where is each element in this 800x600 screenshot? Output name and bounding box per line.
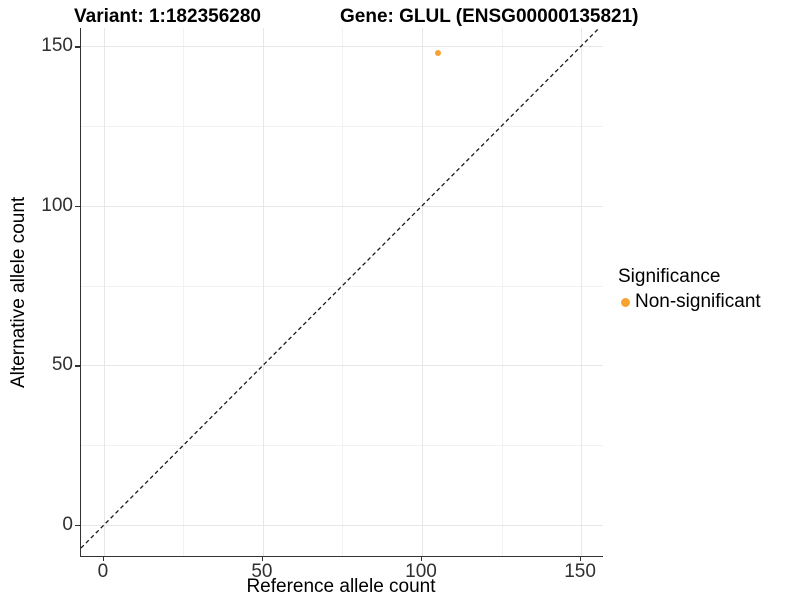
legend-item-label: Non-significant — [635, 291, 761, 312]
gridline-minor-horizontal — [81, 445, 603, 447]
plot-title-gene: Gene: GLUL (ENSG00000135821) — [340, 6, 639, 27]
gridline-major-vertical — [262, 28, 264, 556]
x-tick-label: 50 — [251, 561, 273, 582]
x-tick-label: 100 — [405, 561, 437, 582]
gridline-minor-vertical — [342, 28, 344, 556]
x-tick-label: 0 — [97, 561, 109, 582]
y-tick-label: 50 — [51, 354, 73, 376]
legend-items: Non-significant — [618, 291, 761, 313]
gridline-major-vertical — [103, 28, 105, 556]
legend: Significance Non-significant — [618, 266, 761, 313]
y-tick-label: 0 — [62, 514, 73, 536]
gridline-major-horizontal — [81, 525, 603, 527]
gridline-minor-vertical — [501, 28, 503, 556]
y-axis-title: Alternative allele count — [8, 196, 29, 388]
y-tick-label: 100 — [41, 194, 73, 216]
data-point — [434, 49, 441, 56]
x-tick-label: 150 — [564, 561, 596, 582]
y-axis-tick — [75, 525, 80, 527]
identity-line-layer — [80, 27, 600, 549]
y-tick-label: 150 — [41, 35, 73, 57]
gridline-major-horizontal — [81, 46, 603, 48]
legend-swatch-dot — [621, 297, 630, 307]
gridline-minor-vertical — [183, 28, 185, 556]
x-axis-tick — [102, 556, 105, 561]
gridline-major-vertical — [422, 28, 423, 556]
x-axis-tick — [261, 556, 264, 561]
legend-title: Significance — [618, 266, 721, 287]
x-axis-tick — [580, 556, 582, 561]
y-axis-tick — [75, 365, 80, 367]
gridline-major-vertical — [581, 28, 583, 556]
plot-panel — [80, 27, 603, 557]
x-axis-tick — [421, 556, 423, 561]
identity-line — [80, 27, 600, 549]
plot-title-variant: Variant: 1:182356280 — [74, 6, 261, 27]
gridline-major-horizontal — [81, 205, 603, 207]
legend-item: Non-significant — [618, 291, 761, 313]
x-axis-title: Reference allele count — [246, 576, 436, 597]
y-axis-tick — [75, 205, 80, 208]
gridline-minor-horizontal — [81, 126, 603, 127]
gridline-major-horizontal — [81, 365, 603, 367]
y-axis-tick — [75, 46, 80, 48]
gridline-minor-horizontal — [81, 285, 603, 287]
